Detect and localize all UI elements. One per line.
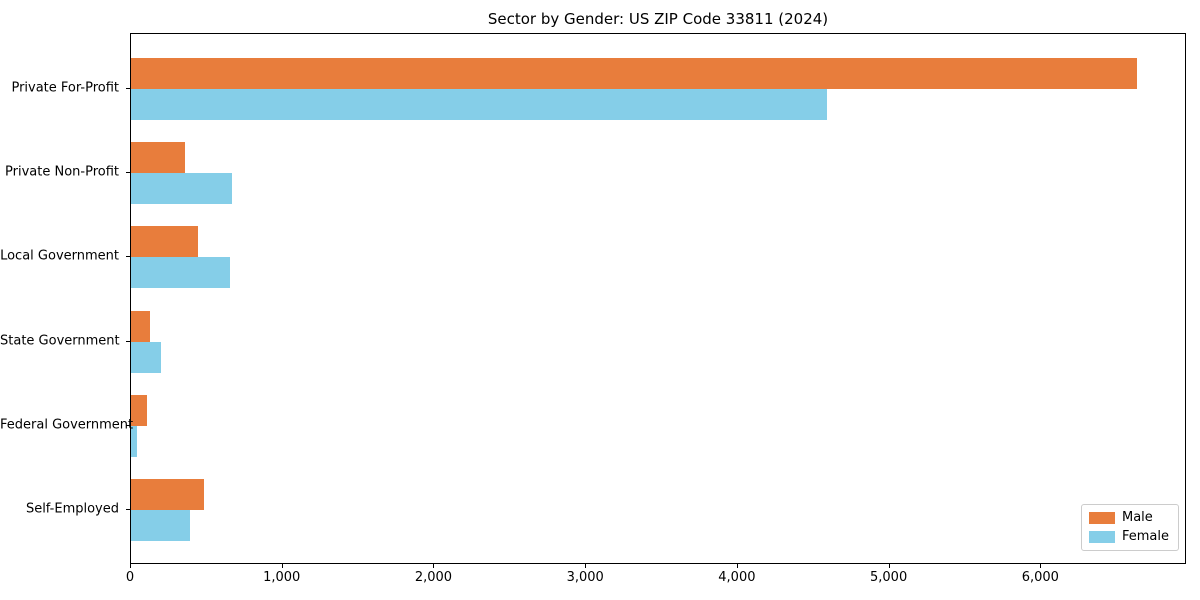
x-tick-mark	[433, 564, 435, 568]
bar-female-federal-government	[131, 425, 138, 457]
x-tick-label-6000: 6,000	[1021, 570, 1059, 585]
y-tick-mark	[126, 424, 130, 426]
x-tick-label-3000: 3,000	[566, 570, 604, 585]
y-tick-label-private-non-profit: Private Non-Profit	[5, 164, 119, 180]
bar-male-state-government	[131, 310, 150, 342]
legend: Male Female	[1080, 504, 1179, 551]
bar-female-private-for-profit	[131, 89, 828, 120]
bar-male-private-for-profit	[131, 58, 1137, 89]
plot-area: Male Female	[130, 33, 1186, 564]
y-tick-label-self-employed: Self-Employed	[25, 501, 119, 517]
x-tick-label-0: 0	[125, 570, 135, 585]
legend-item-female: Female	[1088, 529, 1169, 544]
legend-label-male: Male	[1121, 510, 1153, 525]
legend-swatch-male-icon	[1088, 512, 1115, 524]
bar-female-self-employed	[131, 510, 190, 541]
y-tick-mark	[126, 340, 130, 342]
legend-swatch-female-icon	[1088, 531, 1115, 543]
y-tick-mark	[126, 509, 130, 510]
y-tick-label-federal-government: Federal Government	[0, 417, 134, 433]
x-tick-mark	[1040, 564, 1042, 568]
legend-item-male: Male	[1088, 510, 1169, 525]
y-tick-label-local-government: Local Government	[0, 248, 119, 264]
y-tick-mark	[126, 88, 130, 89]
chart-title: Sector by Gender: US ZIP Code 33811 (202…	[487, 10, 829, 28]
x-tick-mark	[281, 564, 283, 568]
bar-male-private-non-profit	[131, 142, 185, 174]
x-tick-label-4000: 4,000	[718, 570, 756, 585]
x-tick-label-5000: 5,000	[870, 570, 908, 585]
bar-female-local-government	[131, 257, 230, 289]
x-tick-mark	[736, 564, 738, 568]
x-tick-mark	[130, 564, 131, 568]
x-tick-mark	[888, 564, 890, 568]
bar-female-state-government	[131, 341, 162, 373]
y-tick-mark	[126, 256, 130, 258]
x-tick-label-2000: 2,000	[414, 570, 453, 585]
y-tick-label-state-government: State Government	[0, 333, 120, 349]
y-tick-mark	[126, 172, 130, 174]
x-tick-mark	[585, 564, 587, 568]
y-tick-label-private-for-profit: Private For-Profit	[11, 80, 119, 96]
bar-male-local-government	[131, 226, 198, 258]
bar-male-self-employed	[131, 479, 204, 510]
bar-male-federal-government	[131, 394, 148, 426]
bar-female-private-non-profit	[131, 173, 232, 205]
legend-label-female: Female	[1121, 529, 1169, 544]
x-tick-label-1000: 1,000	[263, 570, 301, 585]
